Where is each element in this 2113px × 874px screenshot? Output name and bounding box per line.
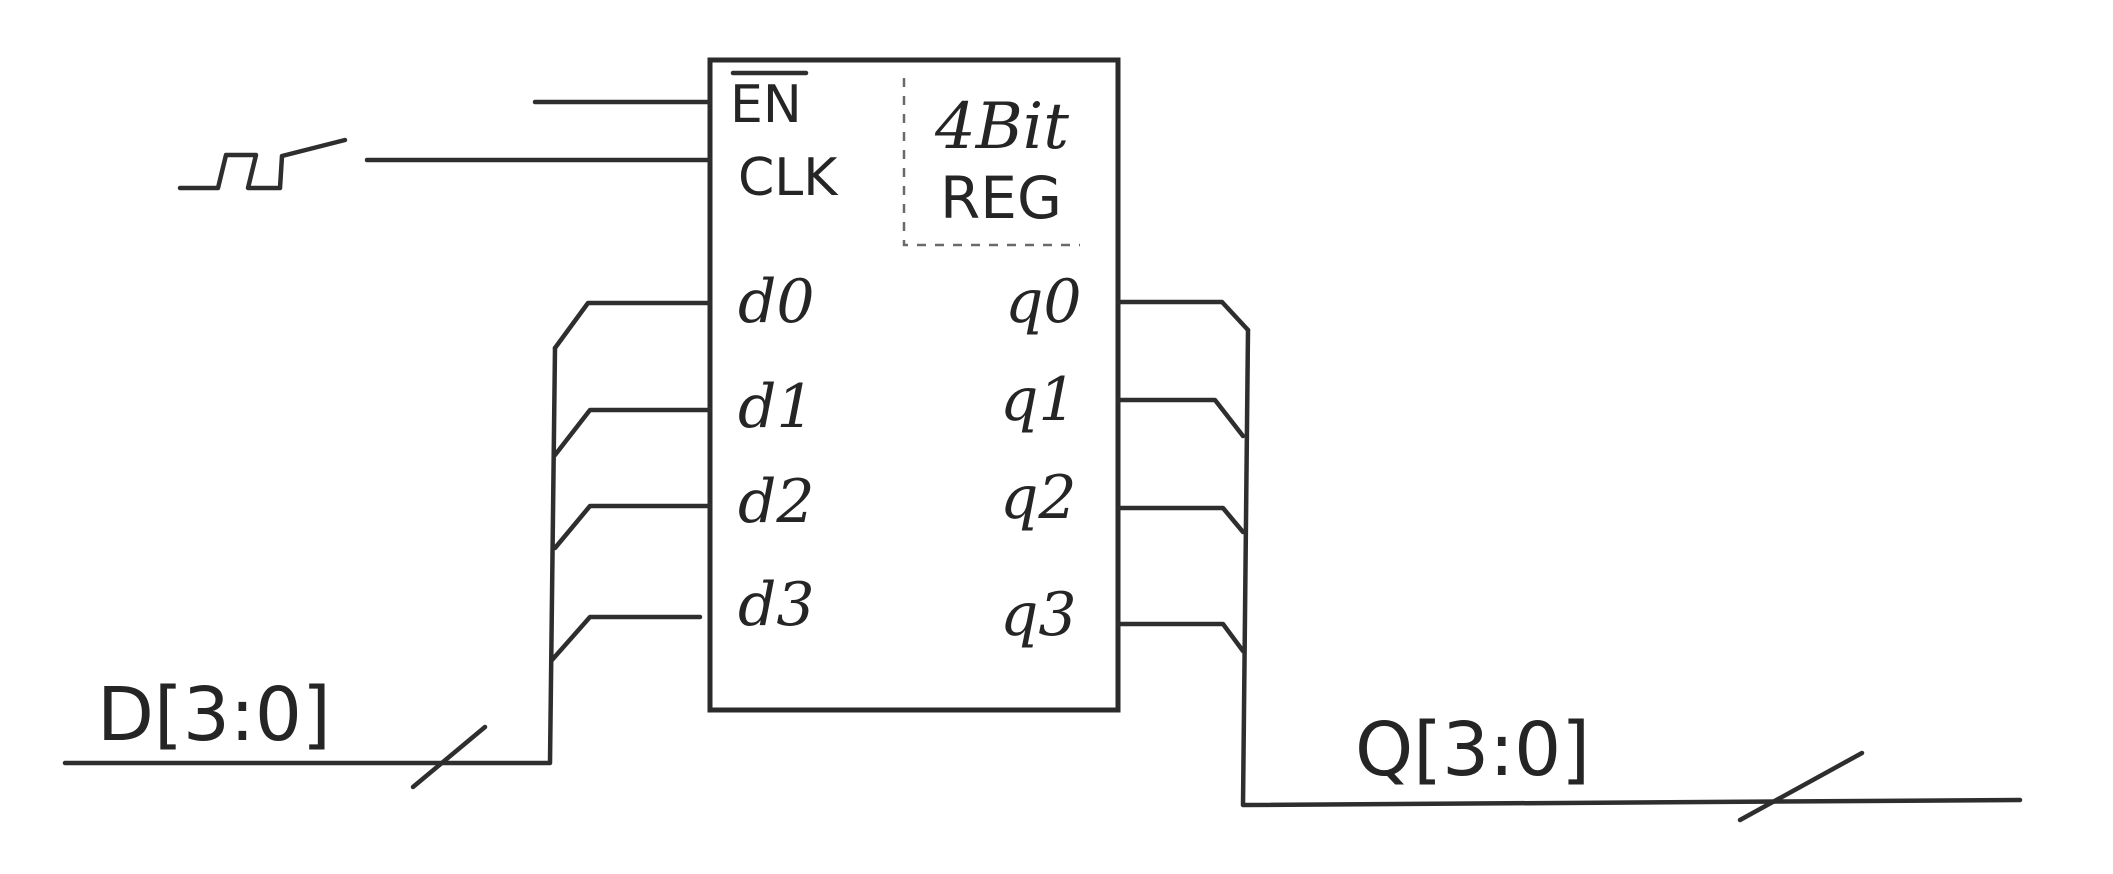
input-tap-d0 <box>552 300 713 351</box>
output-bus-slash <box>1737 750 1865 823</box>
output-pin-q1: q1 <box>1000 365 1077 435</box>
clk-label: CLK <box>738 148 839 208</box>
output-tap-q2 <box>1115 505 1246 535</box>
square-wave-icon <box>177 137 348 191</box>
output-tap-q0 <box>1115 299 1251 333</box>
input-bus-label: D[3:0] <box>97 672 331 758</box>
output-tap-q1 <box>1115 397 1246 439</box>
input-tap-d1 <box>552 407 713 458</box>
input-pin-d3: d3 <box>738 570 815 640</box>
register-title-line2: REG <box>940 164 1062 232</box>
input-bus-slash <box>410 724 488 790</box>
title-divider <box>902 78 1080 247</box>
output-pin-q0: q0 <box>1005 267 1082 337</box>
output-tap-q3 <box>1115 621 1246 654</box>
register-box <box>707 57 1121 713</box>
input-pin-d2: d2 <box>738 467 815 537</box>
en-label: EN <box>730 75 802 135</box>
input-tap-d3 <box>549 614 703 663</box>
input-bus-wire <box>62 345 558 766</box>
register-title-line1: 4Bit <box>934 90 1069 164</box>
input-pin-d1: d1 <box>738 372 815 442</box>
output-bus-label: Q[3:0] <box>1355 707 1590 793</box>
input-pin-d0: d0 <box>738 267 815 337</box>
input-tap-d2 <box>552 503 713 551</box>
output-pin-q2: q2 <box>1000 463 1077 533</box>
output-pin-q3: q3 <box>1000 580 1077 650</box>
output-bus-wire <box>1240 327 2023 808</box>
